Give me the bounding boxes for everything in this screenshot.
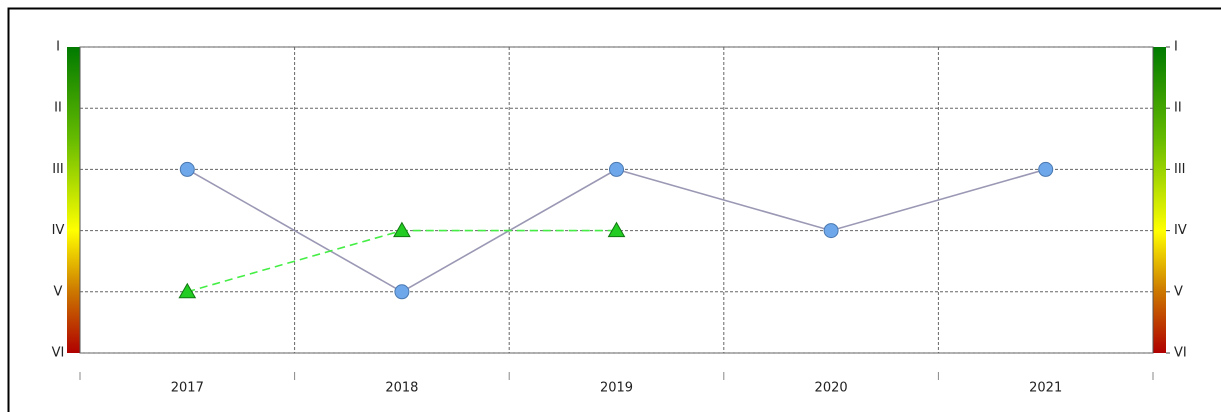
y-tick-label: VI <box>52 346 65 361</box>
triangle-marker <box>393 221 411 238</box>
circle-marker <box>1038 161 1054 177</box>
right-color-scale <box>1153 47 1166 353</box>
circle-marker <box>394 284 410 300</box>
y-tick-label: I <box>56 40 60 55</box>
y2-tick-label: VI <box>1174 346 1187 361</box>
x-tick-label: 2020 <box>815 381 848 396</box>
y-tick-label: V <box>54 284 63 299</box>
y-tick-label: II <box>54 101 62 116</box>
y-tick-label: IV <box>52 223 65 238</box>
circle-marker <box>609 161 624 177</box>
y2-tick-label: II <box>1174 101 1182 116</box>
triangle-marker <box>607 221 626 238</box>
x-tick-label: 2021 <box>1029 381 1062 396</box>
frame <box>7 7 1221 412</box>
circle-marker <box>823 223 839 239</box>
x-tick-label: 2018 <box>385 381 418 396</box>
circle-marker <box>179 161 195 177</box>
y-tick-label: III <box>52 162 64 177</box>
triangle-marker <box>178 282 197 299</box>
x-tick-label: 2017 <box>171 381 204 396</box>
y2-tick-label: I <box>1174 40 1178 55</box>
y2-tick-label: V <box>1174 284 1183 299</box>
y2-tick-label: III <box>1174 162 1186 177</box>
left-color-scale <box>67 47 80 353</box>
y2-tick-label: IV <box>1174 223 1187 238</box>
x-tick-label: 2019 <box>600 381 633 396</box>
